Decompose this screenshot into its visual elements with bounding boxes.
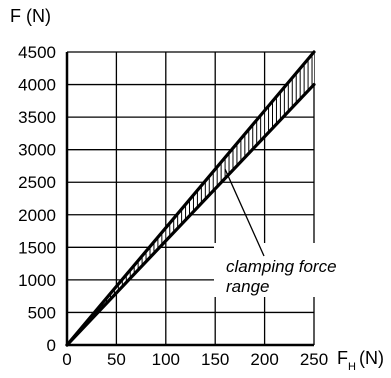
- y-tick-label: 4500: [18, 43, 56, 62]
- y-tick-label: 500: [28, 303, 56, 322]
- y-tick-label: 3000: [18, 141, 56, 160]
- x-axis-title: FH (N): [337, 348, 384, 373]
- x-tick-label: 150: [201, 350, 229, 369]
- lower-bound-line: [65, 82, 316, 347]
- y-tick-label: 2500: [18, 173, 56, 192]
- y-tick-label: 4000: [18, 76, 56, 95]
- x-tick-label: 100: [152, 350, 180, 369]
- clamping-force-band: [65, 50, 316, 347]
- annotation-leader-line: [224, 168, 265, 257]
- annotation-text-line-1: clamping force: [226, 257, 337, 276]
- upper-bound-line: [65, 50, 316, 347]
- y-tick-label: 1500: [18, 238, 56, 257]
- x-tick-label: 0: [62, 350, 71, 369]
- annotation-text-line-2: range: [226, 277, 269, 296]
- annotation-background: [214, 243, 326, 297]
- y-tick-label: 2000: [18, 206, 56, 225]
- tick-labels: 0 500 1000 1500 2000 2500 3000 3500 4000 4500 0 50 1…: [18, 43, 328, 369]
- y-tick-label: 3500: [18, 108, 56, 127]
- x-tick-label: 250: [300, 350, 328, 369]
- y-axis-title: F (N): [10, 6, 51, 26]
- x-tick-label: 200: [250, 350, 278, 369]
- x-tick-label: 50: [107, 350, 126, 369]
- y-tick-label: 0: [47, 336, 56, 355]
- y-tick-label: 1000: [18, 271, 56, 290]
